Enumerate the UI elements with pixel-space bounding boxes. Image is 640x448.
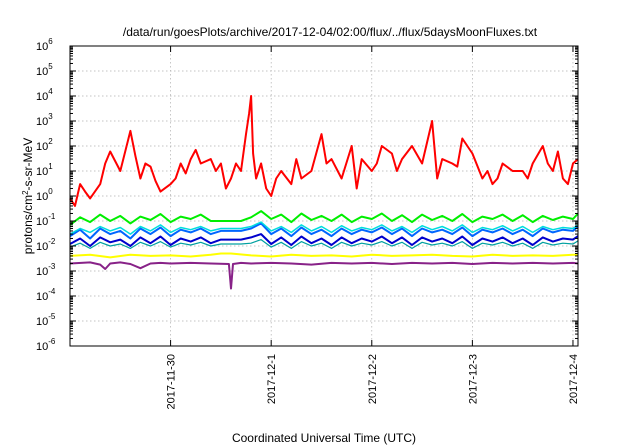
grid-lines <box>70 46 578 346</box>
series-line-2 <box>69 221 579 235</box>
series-line-1 <box>69 210 579 226</box>
y-tick-label: 104 <box>36 87 53 103</box>
chart-title: /data/run/goesPlots/archive/2017-12-04/0… <box>123 25 538 39</box>
series-line-7 <box>69 261 579 290</box>
y-tick-label: 100 <box>36 187 53 203</box>
y-tick-label: 10-5 <box>36 312 56 328</box>
y-tick-label: 10-2 <box>36 237 56 253</box>
series-layer <box>69 95 579 290</box>
y-axis-ticks: 106 105 104 103 102 101 100 10-1 10-2 10-3 10-4 10-… <box>36 37 578 353</box>
y-axis-label-base: protons/cm <box>21 195 35 254</box>
y-axis-label: protons/cm2-s-sr-MeV <box>21 138 36 254</box>
y-tick-label: 106 <box>36 37 53 53</box>
x-tick-label: 2017-12-2 <box>367 354 379 404</box>
y-tick-label: 105 <box>36 62 53 78</box>
x-tick-label: 2017-12-4 <box>568 354 580 404</box>
y-tick-label: 103 <box>36 112 53 128</box>
x-tick-label: 2017-12-1 <box>266 354 278 404</box>
y-axis-label-rest: -s-sr-MeV <box>21 138 35 191</box>
x-tick-label: 2017-11-30 <box>166 354 178 409</box>
x-tick-label: 2017-12-3 <box>467 354 479 404</box>
x-axis-label: Coordinated Universal Time (UTC) <box>232 431 416 445</box>
y-axis-label-sup: 2 <box>21 190 30 195</box>
plot-frame <box>69 45 579 347</box>
series-line-4 <box>69 233 579 247</box>
x-axis-ticks: 2017-11-30 2017-12-1 2017-12-2 2017-12-3 201… <box>166 46 580 409</box>
series-line-3 <box>69 222 579 240</box>
series-line-6 <box>69 252 578 259</box>
y-tick-label: 102 <box>36 137 53 153</box>
y-tick-label: 10-6 <box>36 337 56 353</box>
y-tick-label: 10-1 <box>36 212 56 228</box>
series-line-5 <box>69 239 579 249</box>
series-line-0 <box>69 95 579 207</box>
y-tick-label: 10-3 <box>36 262 56 278</box>
y-tick-label: 101 <box>36 162 53 178</box>
y-tick-label: 10-4 <box>36 287 56 303</box>
